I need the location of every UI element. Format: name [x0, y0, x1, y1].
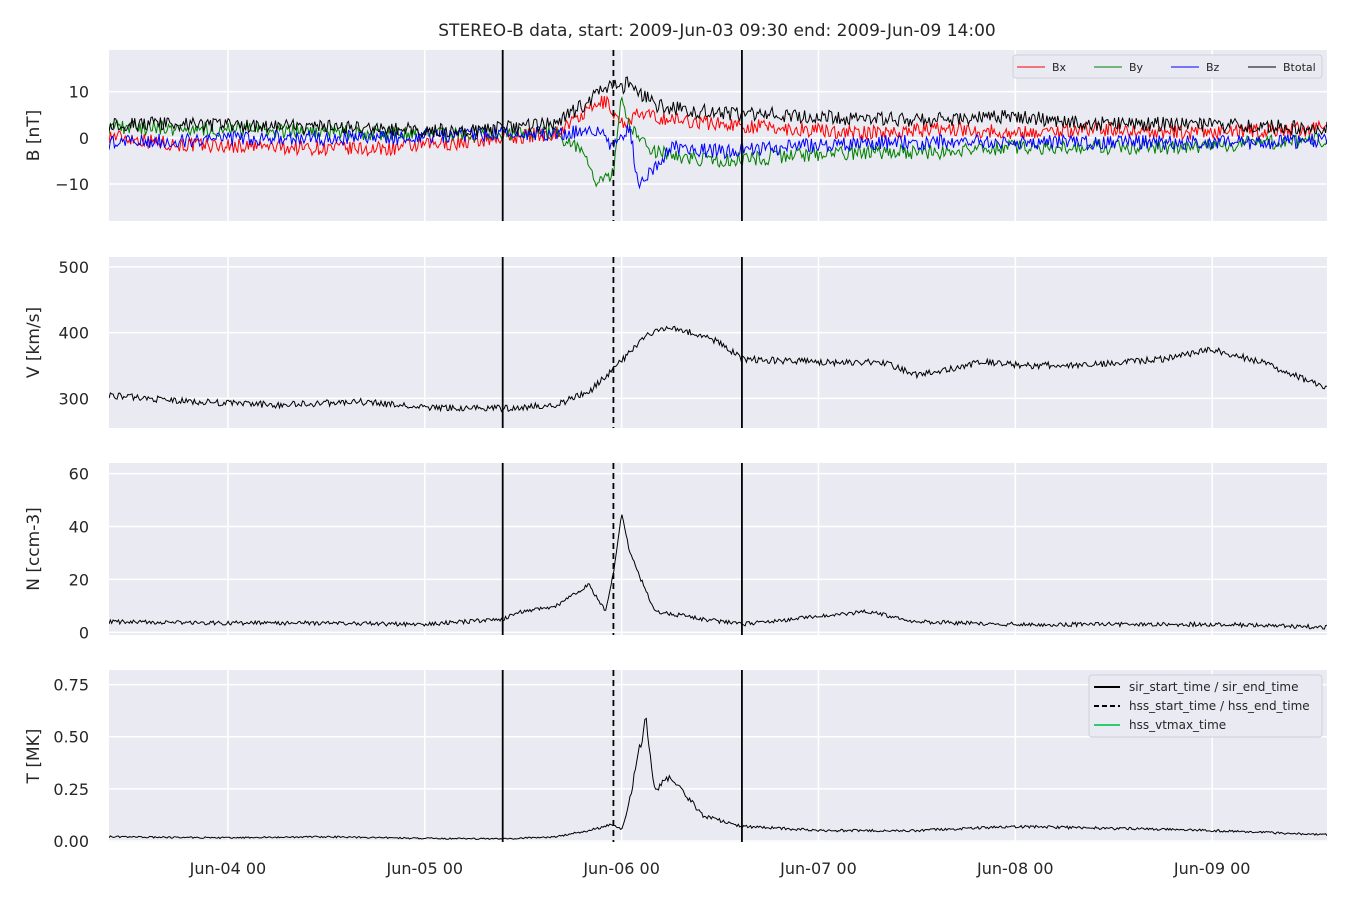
series-line-B-bz [109, 124, 1327, 190]
event-legend-label: hss_start_time / hss_end_time [1129, 699, 1310, 713]
panel-N: 0 20 40 60 N [ccm-3] [24, 463, 1327, 642]
series-line-T [109, 717, 1327, 840]
x-tick-label: Jun-04 00 [189, 859, 267, 878]
y-tick-label: 0.75 [53, 676, 89, 695]
x-tick-label: Jun-06 00 [582, 859, 660, 878]
y-axis-label: V [km/s] [24, 307, 44, 378]
y-tick-label: 40 [69, 518, 89, 537]
legend-label-bz: Bz [1206, 61, 1220, 74]
y-tick-label: 300 [58, 389, 89, 408]
y-tick-label: 400 [58, 324, 89, 343]
event-legend-label: sir_start_time / sir_end_time [1129, 680, 1299, 694]
series-line-N [109, 514, 1327, 630]
series-line-B-by [109, 95, 1327, 188]
legend-label-btotal: Btotal [1283, 61, 1316, 74]
y-tick-label: 0.00 [53, 832, 89, 851]
x-tick-label: Jun-08 00 [976, 859, 1054, 878]
y-tick-label: 500 [58, 258, 89, 277]
panel-T: Jun-04 00 Jun-05 00 Jun-06 00 Jun-07 00 Jun-… [24, 670, 1327, 878]
y-tick-label: 20 [69, 570, 89, 589]
panel-B: −10 0 10 B [nT] Bx By Bz Btotal [24, 50, 1327, 221]
event-legend-label: hss_vtmax_time [1129, 718, 1226, 732]
series-line-V [109, 325, 1327, 413]
y-axis-label: B [nT] [24, 110, 44, 162]
panel-N-background [109, 463, 1327, 635]
y-tick-label: 0 [79, 623, 89, 642]
legend-label-bx: Bx [1052, 61, 1067, 74]
x-tick-label: Jun-07 00 [779, 859, 857, 878]
y-tick-label: 10 [69, 83, 89, 102]
y-tick-label: 60 [69, 465, 89, 484]
y-tick-label: 0.50 [53, 728, 89, 747]
series-line-B-bx [109, 95, 1327, 157]
event-legend: sir_start_time / sir_end_time hss_start_t… [1088, 674, 1323, 738]
y-tick-label: 0 [79, 129, 89, 148]
x-tick-label: Jun-09 00 [1173, 859, 1251, 878]
x-tick-label: Jun-05 00 [385, 859, 463, 878]
legend-label-by: By [1129, 61, 1144, 74]
chart-title: STEREO-B data, start: 2009-Jun-03 09:30 … [438, 21, 995, 41]
series-line-B-btotal [109, 76, 1327, 138]
y-tick-label: 0.25 [53, 780, 89, 799]
y-axis-label: N [ccm-3] [24, 507, 44, 591]
b-legend: Bx By Bz Btotal [1012, 54, 1323, 79]
y-tick-label: −10 [55, 175, 89, 194]
panel-V: 300 400 500 V [km/s] [24, 257, 1327, 428]
y-axis-label: T [MK] [24, 729, 44, 785]
panel-V-background [109, 257, 1327, 428]
